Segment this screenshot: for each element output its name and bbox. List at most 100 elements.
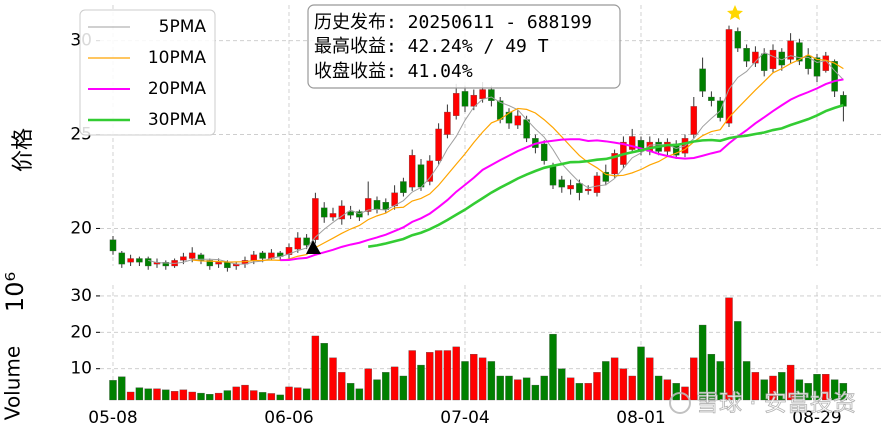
- volume-bar: [716, 361, 724, 401]
- volume-bar: [522, 377, 531, 401]
- y-tick-label: 20: [70, 218, 92, 238]
- candle-body: [734, 31, 742, 49]
- volume-bar: [153, 388, 161, 401]
- volume-bar: [426, 352, 434, 401]
- candle-body: [356, 211, 363, 218]
- candle-body: [444, 111, 451, 135]
- volume-bar: [144, 388, 152, 401]
- ma-line: [280, 78, 844, 262]
- volume-bar: [241, 384, 249, 401]
- x-tick-label: 06-06: [264, 408, 313, 428]
- candle-body: [716, 100, 724, 118]
- volume-bar: [302, 388, 311, 401]
- candle-body: [303, 237, 310, 246]
- legend-box: [79, 9, 216, 136]
- candle-body: [180, 256, 187, 261]
- candle-body: [136, 258, 143, 263]
- candle-body: [118, 252, 126, 265]
- candle-body: [364, 198, 372, 212]
- volume-bar: [549, 333, 557, 401]
- candle-body: [699, 68, 706, 92]
- candle-body: [417, 164, 425, 188]
- candle-body: [602, 171, 610, 182]
- volume-bar: [725, 297, 733, 401]
- candle-body: [787, 40, 794, 60]
- candle-body: [743, 48, 750, 62]
- candle-body: [400, 181, 407, 193]
- buy-marker: [306, 240, 321, 254]
- volume-bar: [786, 364, 795, 401]
- volume-bar: [602, 361, 610, 401]
- volume-bar: [214, 392, 223, 401]
- volume-bar: [531, 384, 540, 401]
- candle-body: [593, 175, 601, 193]
- axis-offset-label: 10⁶: [1, 272, 29, 312]
- candle-body: [628, 136, 636, 150]
- volume-bar: [584, 383, 592, 401]
- candle-body: [206, 260, 214, 267]
- volume-bar: [461, 361, 469, 401]
- legend: 5PMA 10PMA 20PMA 30PMA: [79, 9, 216, 136]
- candle-body: [452, 93, 460, 116]
- marks-layer: [109, 25, 848, 401]
- volume-bar: [654, 375, 663, 401]
- candle-body: [250, 254, 258, 261]
- candle-body: [259, 252, 266, 259]
- volume-bar: [258, 392, 267, 401]
- candle-body: [329, 213, 337, 218]
- volume-bar: [822, 374, 830, 401]
- candle-body: [338, 205, 346, 220]
- candle-body: [514, 115, 522, 126]
- volume-bar: [470, 353, 478, 401]
- watermark-text: 雪球 · 安富投资: [696, 391, 856, 417]
- volume-bar: [672, 383, 680, 401]
- volume-bar: [751, 372, 760, 401]
- candle-body: [813, 57, 821, 77]
- candle-body: [479, 89, 486, 100]
- ma-line: [368, 103, 844, 248]
- volume-bar: [285, 386, 293, 401]
- volume-bar: [408, 350, 416, 401]
- candle-body: [725, 29, 733, 124]
- volume-bar: [698, 324, 707, 401]
- candle-body: [144, 258, 152, 267]
- volume-bar: [329, 357, 337, 401]
- volume-bar: [690, 357, 698, 401]
- peak-star: [727, 5, 743, 20]
- watermark: 雪球 · 安富投资: [669, 390, 856, 417]
- volume-bar: [795, 379, 804, 401]
- candle-body: [540, 143, 548, 161]
- volume-bar: [478, 357, 487, 401]
- volume-bar: [830, 379, 839, 401]
- candle-body: [488, 89, 495, 101]
- x-tick-label: 08-29: [792, 408, 841, 428]
- candle-body: [294, 237, 302, 250]
- volume-bar: [593, 372, 601, 401]
- candle-body: [461, 91, 469, 107]
- volume-bar: [646, 357, 654, 401]
- volume-bar: [338, 372, 346, 401]
- candle-body: [804, 55, 812, 69]
- volume-bar: [558, 368, 566, 401]
- candle-body: [373, 200, 381, 210]
- volume-bar: [373, 379, 381, 401]
- volume-bar: [250, 390, 258, 401]
- y-tick-label: 30: [70, 286, 92, 306]
- candle-body: [690, 106, 698, 135]
- volume-bar: [804, 383, 812, 401]
- x-tick-label: 05-08: [88, 408, 137, 428]
- candle-body: [470, 94, 478, 107]
- volume-bar: [839, 383, 848, 401]
- candle-body: [769, 49, 777, 69]
- volume-bar: [232, 386, 240, 401]
- candle-body: [426, 160, 434, 182]
- volume-bar: [390, 366, 399, 401]
- volume-bar: [109, 380, 117, 401]
- candle-body: [822, 55, 830, 71]
- candle-body: [505, 111, 513, 124]
- volume-bar: [434, 350, 443, 401]
- volume-bar: [346, 383, 355, 401]
- candle-body: [215, 262, 222, 265]
- volume-bar: [813, 374, 821, 401]
